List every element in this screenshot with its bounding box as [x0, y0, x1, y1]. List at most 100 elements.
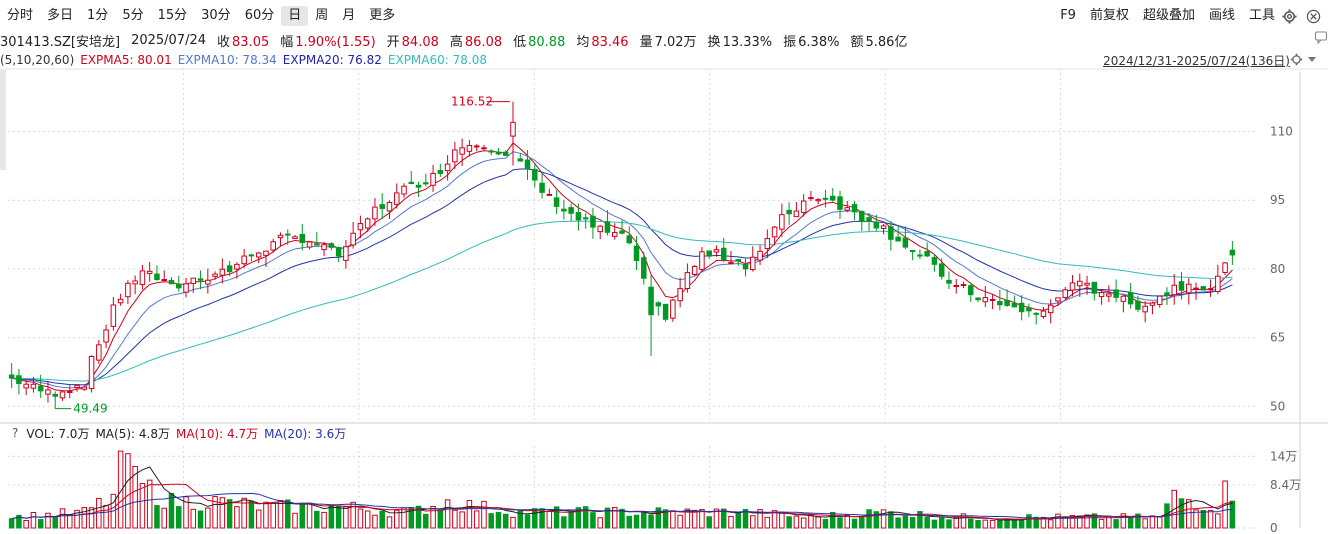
volume-bar [197, 510, 204, 529]
candle-body [59, 391, 66, 399]
quote-item-value: 84.08 [401, 34, 439, 50]
candle-body [386, 202, 393, 212]
candle-body [335, 247, 342, 257]
candle-body [299, 233, 306, 244]
candle-body [306, 241, 313, 248]
stock-code-name: 301413.SZ[安培龙] [0, 34, 121, 50]
candle-body [379, 204, 385, 209]
volume-bar [662, 509, 669, 529]
volume-bar [953, 516, 960, 529]
expma-line [11, 220, 1233, 382]
candle-body [473, 145, 480, 148]
volume-bar [314, 510, 320, 529]
high-marker-label: 116.52 [451, 95, 493, 109]
volume-bar [1069, 514, 1076, 529]
tool-buttons: F9 前复权 超级叠加 画线 工具 [1053, 6, 1282, 26]
candle-body [110, 304, 117, 327]
candle-body [699, 251, 705, 270]
candle-body [1193, 287, 1199, 290]
candle-body [45, 389, 51, 395]
volume-bar [720, 508, 727, 529]
tab-period[interactable]: 周 [315, 8, 329, 23]
candle-body [953, 284, 960, 287]
tab-period[interactable]: 30分 [201, 8, 231, 23]
candle-body [1018, 302, 1025, 313]
candle-body [314, 243, 320, 246]
range-dropdown-icon[interactable] [1306, 53, 1320, 67]
tab-period[interactable]: 日 [281, 6, 309, 26]
volume-bar [393, 509, 400, 529]
volume-bar [284, 499, 291, 529]
volume-bar [1011, 520, 1018, 529]
candle-body [103, 329, 109, 343]
volume-bar [699, 509, 705, 529]
candle-body [866, 217, 872, 222]
tab-period[interactable]: 多日 [47, 8, 74, 23]
volume-bar [713, 508, 720, 529]
candle-body [1149, 302, 1156, 306]
candle-body [873, 221, 880, 229]
volume-bar [270, 502, 276, 529]
volume-bar [161, 507, 167, 529]
candle-body [117, 298, 124, 304]
volume-bar [292, 512, 298, 529]
chat-bubble-icon[interactable] [1314, 30, 1328, 45]
expma-legend: (5,10,20,60) EXPMA5: 80.01 EXPMA10: 78.34… [0, 52, 493, 68]
volume-help-icon[interactable]: ? [12, 426, 19, 440]
candle-body [263, 250, 269, 256]
date-range-label[interactable]: 2024/12/31-2025/07/24(136日) [1103, 54, 1290, 68]
volume-bar [67, 514, 73, 529]
candle-body [539, 182, 545, 193]
range-settings-icon[interactable] [1290, 53, 1304, 67]
tab-period[interactable]: 月 [342, 8, 356, 23]
tool-button[interactable]: 超级叠加 [1142, 8, 1195, 23]
volume-bar [706, 516, 712, 529]
candle-body [255, 252, 262, 258]
left-collapse-strip[interactable] [0, 70, 6, 170]
quote-item-label: 换 [707, 34, 721, 50]
tab-period[interactable]: 更多 [369, 8, 396, 23]
tool-button[interactable]: 前复权 [1089, 8, 1129, 23]
candle-body [1106, 293, 1112, 297]
expma-lines [11, 142, 1233, 392]
tool-button[interactable]: F9 [1060, 8, 1076, 23]
volume-bar [1026, 514, 1032, 529]
quote-item-value: 5.86亿 [865, 34, 908, 50]
tab-period[interactable]: 分时 [7, 8, 34, 23]
expma-legend-item: EXPMA60: 78.08 [387, 53, 487, 67]
period-tabs: 分时 多日 1分 5分 15分 30分 60分日周月更多 [0, 6, 402, 26]
volume-bar [793, 515, 800, 529]
tool-button[interactable]: 画线 [1208, 8, 1235, 23]
volume-bar [691, 509, 698, 529]
candle-body [415, 184, 422, 188]
tab-period[interactable]: 60分 [244, 8, 275, 23]
candle-body [430, 172, 436, 186]
tool-button[interactable]: 工具 [1248, 8, 1275, 23]
volume-bar [866, 509, 872, 529]
candle-body [190, 277, 197, 284]
volume-bar [917, 511, 923, 529]
candle-body [234, 263, 240, 270]
price-tick-label: 95 [1270, 193, 1285, 207]
volume-bar [960, 513, 967, 529]
volume-ma-line [11, 492, 1233, 520]
candle-body [52, 393, 58, 397]
quote-item-value: 1.90%(1.55) [295, 34, 376, 50]
volume-bar [1142, 518, 1148, 529]
candle-body [1222, 262, 1228, 273]
volume-bar [1033, 516, 1039, 529]
tab-period[interactable]: 1分 [87, 8, 109, 23]
volume-bar [16, 514, 22, 529]
tab-period[interactable]: 5分 [122, 8, 144, 23]
tab-period[interactable]: 15分 [157, 8, 188, 23]
volume-bar [1186, 499, 1192, 529]
volume-bar [146, 479, 153, 529]
settings-gear-icon[interactable] [1278, 6, 1300, 26]
candle-body [648, 286, 654, 316]
volume-bar [880, 509, 887, 529]
candle-body [1186, 283, 1192, 294]
candle-body [1077, 280, 1083, 287]
candle-body [742, 264, 749, 270]
close-circle-icon[interactable] [1302, 6, 1324, 26]
